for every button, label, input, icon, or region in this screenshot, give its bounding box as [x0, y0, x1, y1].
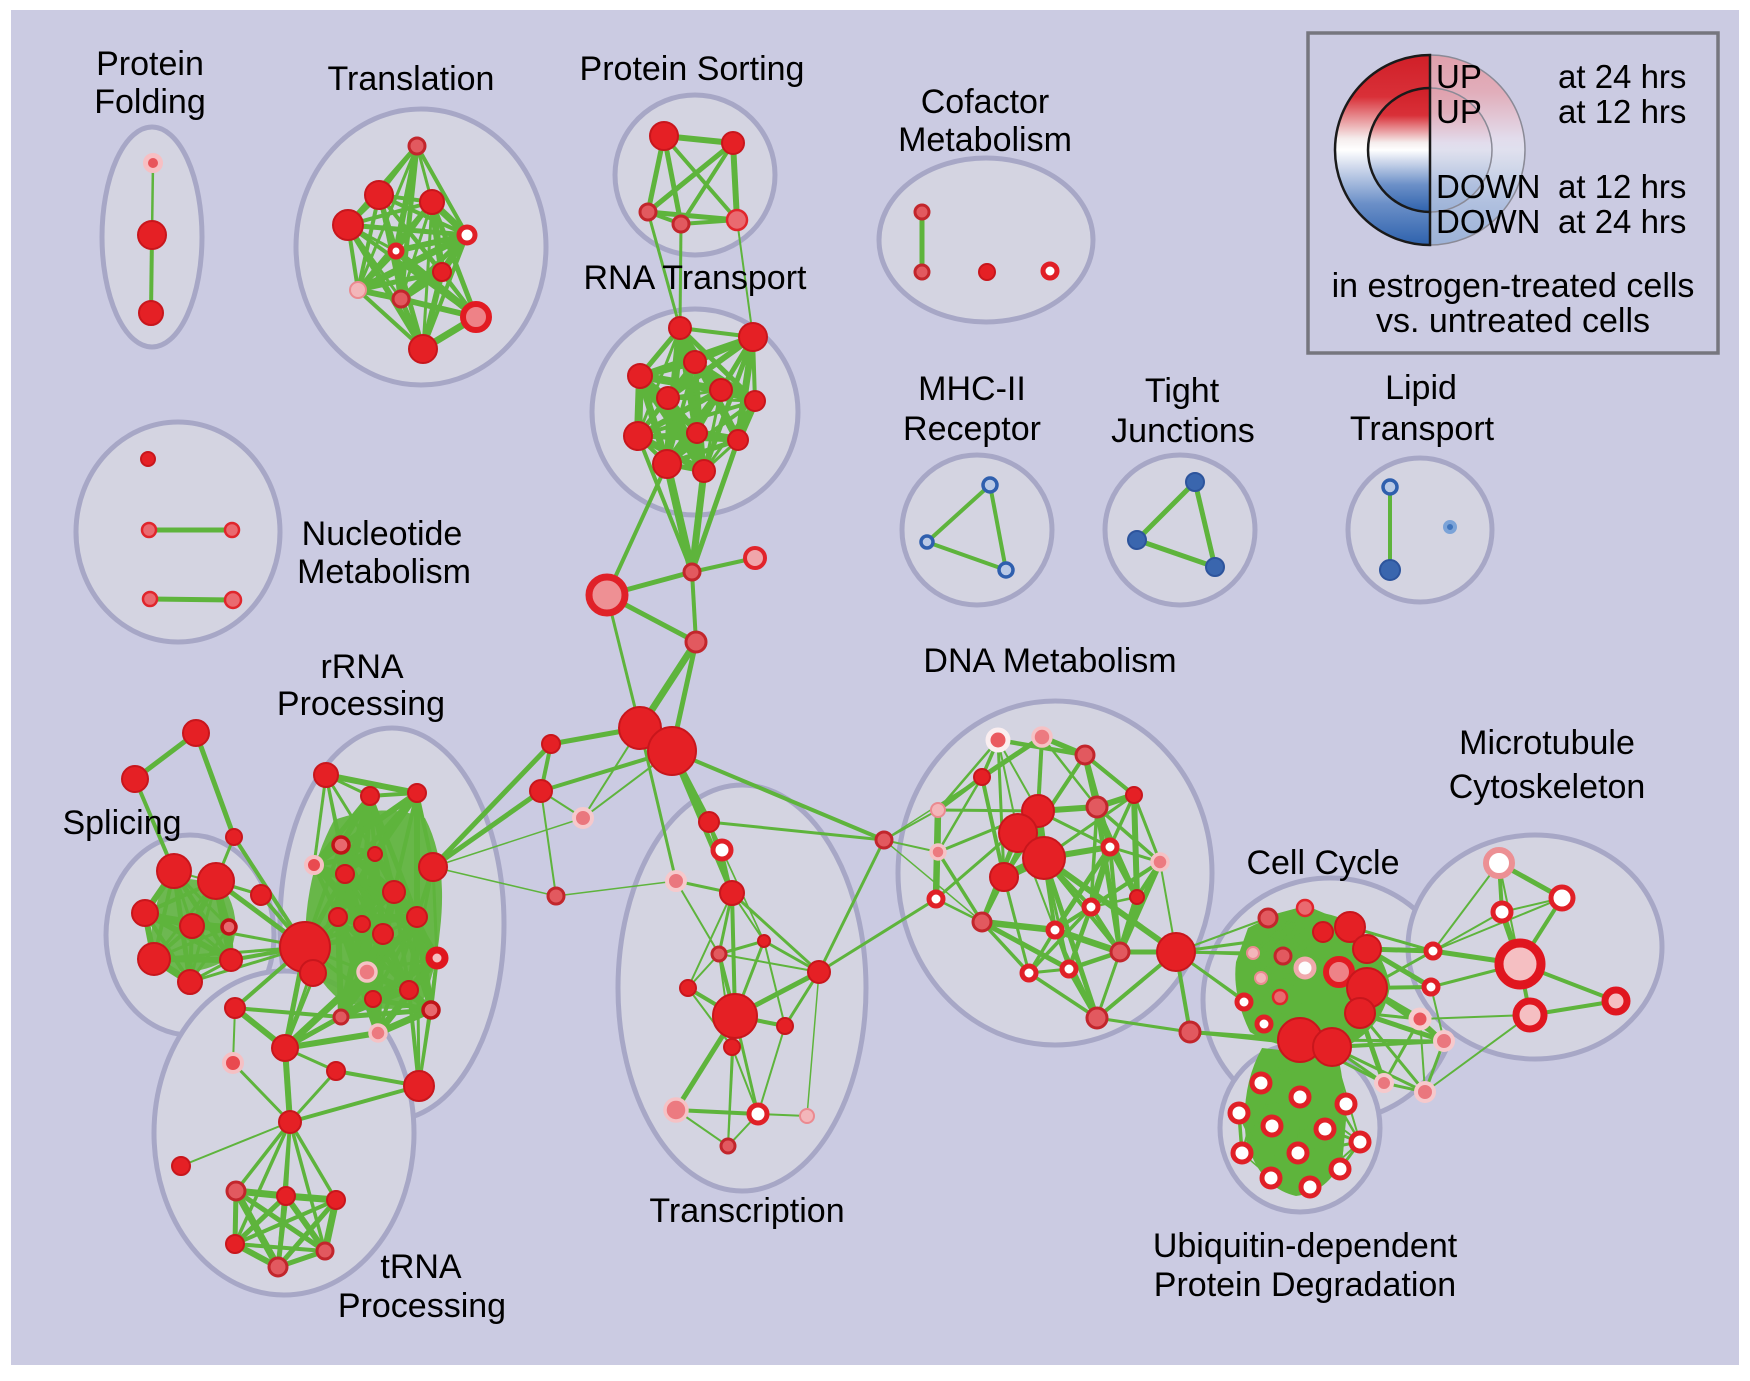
svg-text:Translation: Translation — [328, 60, 495, 98]
svg-text:rRNA: rRNA — [320, 648, 403, 686]
svg-text:Protein Degradation: Protein Degradation — [1154, 1266, 1456, 1304]
svg-text:Splicing: Splicing — [62, 804, 181, 842]
svg-text:vs. untreated cells: vs. untreated cells — [1376, 302, 1650, 340]
svg-text:Cofactor: Cofactor — [921, 83, 1050, 121]
svg-text:Junctions: Junctions — [1111, 412, 1255, 450]
svg-text:Cytoskeleton: Cytoskeleton — [1449, 768, 1646, 806]
svg-text:Tight: Tight — [1145, 372, 1220, 410]
svg-text:Processing: Processing — [277, 685, 445, 723]
svg-text:UP: UP — [1436, 93, 1482, 130]
svg-text:Microtubule: Microtubule — [1459, 724, 1635, 762]
svg-text:UP: UP — [1436, 58, 1482, 95]
svg-text:DOWN: DOWN — [1436, 168, 1540, 205]
svg-text:Metabolism: Metabolism — [297, 553, 471, 591]
svg-text:Receptor: Receptor — [903, 410, 1041, 448]
svg-text:Protein: Protein — [96, 45, 204, 83]
svg-text:Nucleotide: Nucleotide — [302, 515, 463, 553]
svg-text:MHC-II: MHC-II — [918, 370, 1026, 408]
svg-text:in estrogen-treated cells: in estrogen-treated cells — [1332, 267, 1695, 305]
svg-text:DOWN: DOWN — [1436, 203, 1540, 240]
svg-text:Protein Sorting: Protein Sorting — [580, 50, 805, 88]
svg-text:Metabolism: Metabolism — [898, 121, 1072, 159]
svg-text:tRNA: tRNA — [380, 1248, 462, 1286]
svg-text:Cell Cycle: Cell Cycle — [1246, 844, 1399, 882]
svg-text:Transcription: Transcription — [649, 1192, 844, 1230]
svg-text:at 12 hrs: at 12 hrs — [1558, 93, 1686, 130]
svg-text:Processing: Processing — [338, 1287, 506, 1325]
svg-text:at 12 hrs: at 12 hrs — [1558, 168, 1686, 205]
svg-text:Ubiquitin-dependent: Ubiquitin-dependent — [1153, 1227, 1458, 1265]
svg-text:DNA Metabolism: DNA Metabolism — [923, 642, 1176, 680]
svg-text:Lipid: Lipid — [1385, 369, 1457, 407]
svg-text:RNA Transport: RNA Transport — [584, 259, 808, 297]
svg-text:at 24 hrs: at 24 hrs — [1558, 58, 1686, 95]
svg-text:Transport: Transport — [1350, 410, 1495, 448]
svg-text:Folding: Folding — [94, 83, 206, 121]
svg-text:at 24 hrs: at 24 hrs — [1558, 203, 1686, 240]
